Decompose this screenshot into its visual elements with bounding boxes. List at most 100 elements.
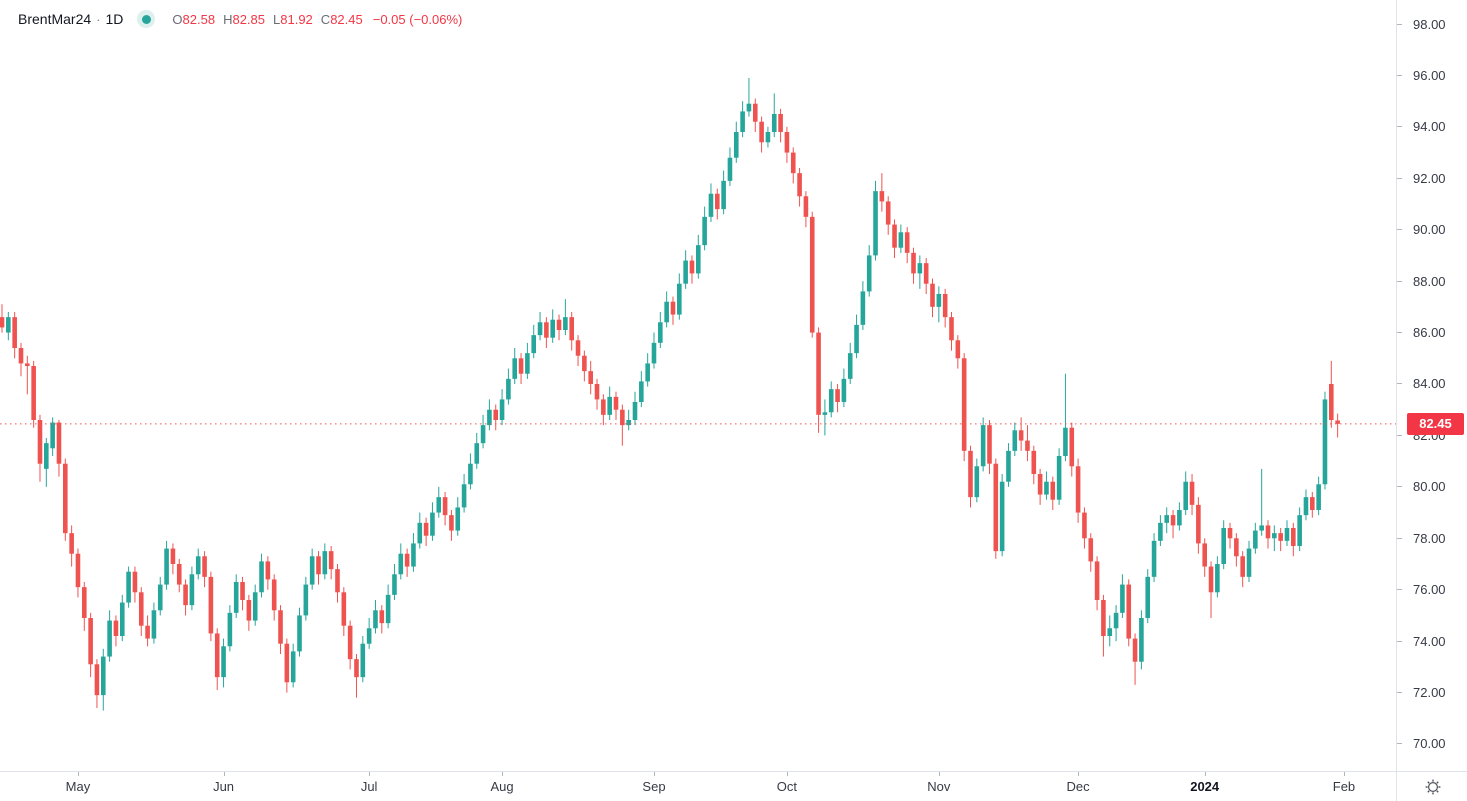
price-axis[interactable]: 82.45 98.00 96.00 94.00 92.00 90.00 88.00 86.0… (1396, 0, 1467, 771)
close-value: C82.45 (320, 11, 363, 27)
price-axis-label: 90.00 (1413, 222, 1446, 238)
price-axis-tick (1397, 434, 1402, 436)
candle-body (1291, 527, 1296, 546)
candle-body (480, 425, 486, 444)
candle-body (512, 358, 518, 379)
candle-body (385, 594, 391, 624)
candle-body (740, 111, 745, 132)
price-axis-label: 74.00 (1413, 633, 1446, 649)
candle-body (278, 610, 283, 644)
candle-body (1107, 628, 1113, 636)
candle-body (183, 584, 188, 606)
price-axis-label: 70.00 (1413, 736, 1446, 752)
candle-body (942, 293, 948, 318)
last-price-label: 82.45 (1407, 412, 1464, 435)
time-axis-label-aug: Aug (490, 779, 514, 794)
candle-body (639, 381, 644, 402)
candle-body (1196, 504, 1201, 544)
candle-body (1335, 420, 1340, 424)
price-axis-tick (1397, 280, 1402, 282)
candle-body (936, 293, 942, 307)
candle-body (316, 556, 321, 575)
candle-body (670, 301, 676, 315)
candle-body (0, 317, 5, 328)
candle-body (746, 103, 752, 112)
ohlc-values: O82.58 H82.85 L81.92 C82.45 −0.05 (−0.06… (172, 12, 462, 27)
price-axis-label: 94.00 (1413, 119, 1446, 135)
candle-body (1126, 584, 1132, 639)
candle-body (1050, 481, 1056, 500)
candle-body (506, 378, 511, 400)
candle-body (493, 409, 499, 420)
candle-body (423, 522, 429, 536)
candle-body (1183, 481, 1189, 510)
candle-body (1227, 527, 1233, 539)
candle-body (677, 283, 682, 315)
candle-body (499, 399, 505, 420)
candle-body (221, 646, 226, 678)
time-axis-tick (369, 772, 371, 776)
candle-body (847, 353, 853, 379)
time-axis[interactable]: May Jun Jul Aug Sep Oct Nov Dec 2024 Feb (0, 771, 1396, 801)
price-axis-tick (1397, 126, 1402, 128)
candlestick-chart[interactable] (0, 0, 1396, 771)
candle-body (138, 592, 144, 626)
candle-body (993, 463, 999, 552)
candle-body (271, 579, 277, 611)
interval-label[interactable]: 1D (105, 11, 124, 27)
candle-body (1063, 427, 1068, 456)
candle-body (714, 193, 720, 210)
chart-plot-area[interactable] (0, 0, 1396, 771)
candle-body (1253, 530, 1258, 549)
candle-body (1208, 566, 1214, 593)
price-axis-label: 72.00 (1413, 685, 1446, 701)
candle-body (202, 556, 207, 577)
candle-body (518, 358, 524, 374)
candle-body (1240, 556, 1245, 577)
candle-body (398, 553, 404, 575)
candle-body (18, 347, 24, 364)
candle-body (550, 319, 556, 338)
candle-body (328, 551, 334, 570)
axis-corner (1396, 771, 1467, 801)
candle-body (1272, 533, 1277, 539)
candle-body (974, 466, 980, 498)
candle-body (6, 317, 11, 333)
candle-body (759, 121, 764, 143)
candle-body (771, 113, 777, 132)
candle-body (157, 584, 163, 611)
candle-body (955, 340, 961, 359)
symbol-title[interactable]: BrentMar24 (18, 11, 92, 27)
candle-body (1177, 509, 1182, 526)
candle-body (442, 497, 448, 516)
candle-body (233, 581, 239, 613)
candle-body (246, 599, 252, 621)
candle-body (582, 355, 587, 372)
candle-body (531, 335, 537, 354)
candle-body (1322, 399, 1328, 485)
candle-body (1088, 538, 1094, 562)
candle-body (1234, 538, 1239, 557)
candle-body (360, 643, 366, 678)
price-axis-tick (1397, 589, 1402, 591)
candle-body (1037, 473, 1043, 495)
chart-settings-button[interactable] (1422, 776, 1444, 798)
candle-body (1310, 497, 1315, 510)
candle-body (873, 191, 878, 256)
candle-body (879, 191, 885, 202)
candle-body (708, 193, 714, 217)
candle-body (1164, 515, 1170, 523)
legend-separator: · (96, 11, 101, 27)
open-value: O82.58 (172, 11, 216, 27)
candle-body (474, 443, 480, 464)
candle-body (1031, 450, 1037, 474)
symbol-legend: BrentMar24 · 1D O82.58 H82.85 L81.92 C82… (18, 10, 462, 28)
candle-body (240, 581, 245, 600)
candle-body (164, 548, 169, 585)
price-axis-tick (1397, 486, 1402, 488)
candle-body (430, 512, 435, 536)
candle-body (75, 553, 81, 588)
candle-body (284, 643, 290, 683)
candle-body (290, 651, 296, 683)
